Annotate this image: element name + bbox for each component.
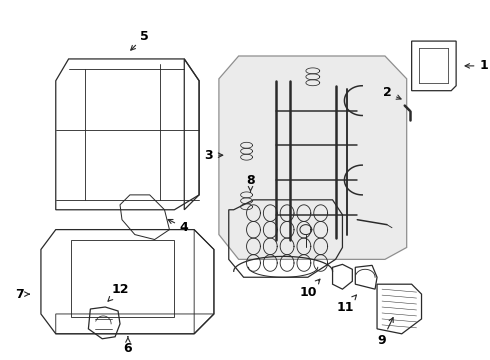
Text: 8: 8 (246, 174, 255, 192)
Text: 10: 10 (299, 279, 320, 299)
Text: 12: 12 (108, 283, 129, 301)
Text: 3: 3 (205, 149, 223, 162)
Text: 7: 7 (15, 288, 29, 301)
Text: 1: 1 (465, 59, 488, 72)
Text: 4: 4 (168, 220, 189, 234)
Text: 6: 6 (123, 337, 132, 355)
Polygon shape (219, 56, 407, 260)
Text: 11: 11 (337, 295, 356, 314)
Text: 9: 9 (378, 318, 393, 347)
Text: 5: 5 (131, 30, 149, 50)
Text: 2: 2 (383, 86, 401, 99)
